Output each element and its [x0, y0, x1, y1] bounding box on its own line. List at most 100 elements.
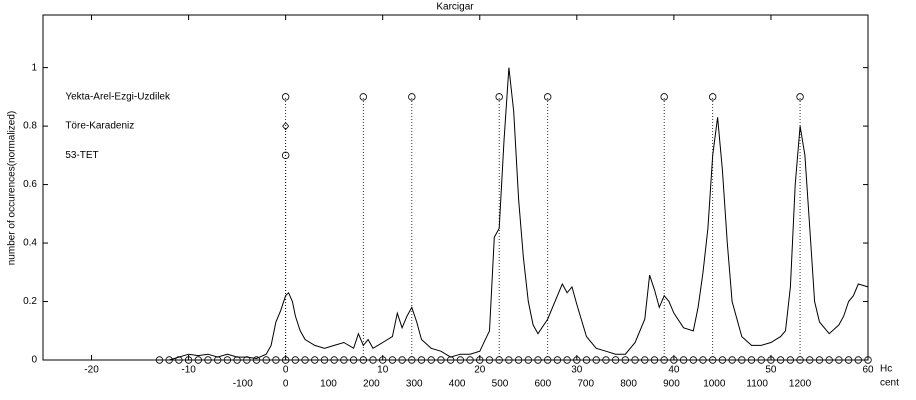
x-tick-label: 60 — [862, 365, 874, 376]
marker-circle — [738, 356, 746, 364]
marker-circle — [281, 356, 290, 364]
marker-circle — [311, 356, 319, 364]
marker-circle — [534, 356, 542, 364]
marker-circle — [408, 356, 416, 364]
marker-circle — [786, 356, 795, 364]
marker-circle — [718, 356, 727, 364]
marker-circle — [437, 356, 445, 364]
marker-label: 53-TET — [65, 150, 98, 161]
marker-circle — [204, 356, 212, 364]
x2-tick-label: 1000 — [703, 379, 726, 390]
x-tick-label: 20 — [474, 365, 486, 376]
marker-circle — [815, 356, 824, 364]
histogram-line — [159, 67, 869, 361]
marker-circle — [184, 356, 193, 364]
x2-axis-label: cent — [880, 378, 899, 389]
y-axis-label: number of occurences(normalized) — [7, 111, 18, 266]
plot-frame — [42, 14, 869, 361]
x-tick-label: 40 — [668, 365, 680, 376]
marker-diamond — [282, 121, 290, 131]
marker-circle — [388, 356, 397, 364]
marker-circle — [417, 356, 426, 364]
marker-circle — [427, 356, 435, 364]
y-tick-label: 0.4 — [23, 238, 37, 249]
x-tick-label: 10 — [377, 365, 389, 376]
marker-circle — [582, 356, 591, 364]
marker-circle — [650, 356, 659, 364]
marker-circle — [660, 93, 668, 101]
marker-circle — [466, 356, 474, 364]
x2-tick-label: 1100 — [746, 379, 768, 390]
marker-circle — [776, 356, 785, 364]
y-tick-label: 0.2 — [23, 296, 37, 307]
marker-label: Yekta-Arel-Ezgi-Uzdilek — [65, 92, 171, 103]
marker-circle — [194, 356, 202, 364]
chart-title: Karcigar — [436, 2, 474, 13]
marker-circle — [611, 356, 620, 364]
marker-circle — [757, 356, 765, 364]
x2-tick-label: 300 — [406, 379, 423, 390]
marker-circle — [301, 356, 309, 364]
x-axis-label: Hc — [880, 364, 892, 375]
marker-circle — [806, 356, 814, 364]
marker-circle — [602, 356, 610, 364]
marker-circle — [485, 356, 494, 364]
marker-circle — [747, 356, 756, 364]
x2-tick-label: 400 — [449, 379, 466, 390]
marker-circle — [495, 93, 503, 101]
marker-circle — [825, 356, 833, 364]
marker-circle — [670, 356, 678, 364]
marker-circle — [631, 356, 639, 364]
marker-circle — [340, 356, 348, 364]
marker-circle — [844, 356, 853, 364]
x2-tick-label: 800 — [620, 379, 637, 390]
marker-circle — [573, 356, 581, 364]
x-tick-label: 0 — [283, 365, 289, 376]
marker-circle — [709, 356, 717, 364]
marker-circle — [689, 356, 697, 364]
x2-tick-label: 600 — [535, 379, 552, 390]
x-tick-label: -20 — [84, 365, 99, 376]
marker-circle — [524, 356, 532, 364]
marker-circle — [408, 93, 416, 101]
marker-circle — [728, 356, 736, 364]
marker-circle — [709, 93, 717, 101]
marker-label: Töre-Karadeniz — [65, 121, 134, 132]
x2-tick-label: 1200 — [789, 379, 812, 390]
x2-tick-label: 700 — [577, 379, 594, 390]
marker-circle — [679, 356, 688, 364]
y-tick-label: 0 — [31, 355, 37, 366]
marker-circle — [544, 356, 552, 364]
marker-circle — [359, 356, 367, 364]
marker-circle — [544, 93, 552, 101]
y-tick-label: 1 — [31, 62, 37, 73]
marker-circle — [563, 356, 571, 364]
marker-circle — [864, 356, 872, 364]
x2-tick-label: 500 — [492, 379, 509, 390]
marker-circle — [796, 93, 804, 101]
x2-tick-label: 100 — [320, 379, 337, 390]
marker-circle — [660, 356, 668, 364]
marker-circle — [621, 356, 630, 364]
marker-circle — [854, 356, 862, 364]
marker-circle — [592, 356, 600, 364]
x-tick-label: 50 — [765, 365, 777, 376]
x-tick-label: -10 — [181, 365, 196, 376]
marker-circle — [514, 356, 523, 364]
marker-circle — [320, 356, 329, 364]
y-tick-label: 0.6 — [23, 179, 37, 190]
marker-circle — [281, 151, 290, 160]
x-tick-label: 30 — [571, 365, 583, 376]
marker-circle — [796, 356, 804, 364]
marker-circle — [262, 356, 270, 364]
marker-circle — [553, 356, 562, 364]
marker-circle — [699, 356, 707, 364]
y-tick-label: 0.8 — [23, 121, 37, 132]
marker-circle — [349, 356, 358, 364]
marker-circle — [476, 356, 484, 364]
marker-circle — [369, 356, 377, 364]
marker-circle — [330, 356, 338, 364]
marker-circle — [223, 356, 232, 364]
marker-circle — [835, 356, 843, 364]
